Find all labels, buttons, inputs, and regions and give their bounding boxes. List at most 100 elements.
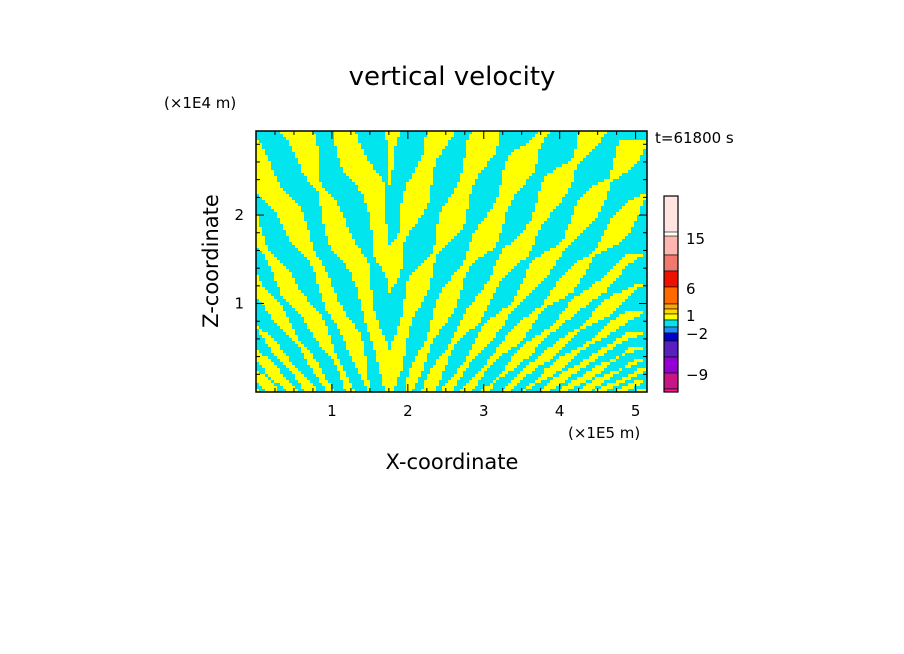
field-cell xyxy=(439,296,460,299)
field-cell xyxy=(307,257,319,260)
field-cell xyxy=(430,320,448,323)
field-cell xyxy=(490,275,505,278)
field-cell xyxy=(517,290,532,293)
field-cell xyxy=(271,350,283,353)
field-cell xyxy=(583,257,592,260)
field-cell xyxy=(406,383,415,386)
field-cell xyxy=(436,305,457,308)
field-cell xyxy=(421,389,436,392)
field-cell xyxy=(616,146,646,149)
field-cell xyxy=(400,212,424,215)
field-cell xyxy=(502,389,511,392)
field-cell xyxy=(472,239,499,242)
field-cell xyxy=(442,209,466,212)
field-cell xyxy=(412,173,433,176)
field-cell xyxy=(568,368,580,371)
field-cell xyxy=(292,242,313,245)
field-cell xyxy=(544,176,574,179)
field-cell xyxy=(376,257,403,260)
field-cell xyxy=(259,299,277,302)
field-cell xyxy=(385,386,394,389)
field-cell xyxy=(469,305,487,308)
field-cell xyxy=(589,287,607,290)
field-cell xyxy=(535,380,541,383)
field-cell xyxy=(502,308,514,311)
field-cell xyxy=(376,359,403,362)
field-cell xyxy=(271,206,301,209)
field-cell xyxy=(277,323,292,326)
field-cell xyxy=(601,386,613,389)
field-cell xyxy=(280,221,307,224)
field-cell xyxy=(337,326,355,329)
field-cell xyxy=(493,272,508,275)
field-cell xyxy=(577,137,601,140)
field-cell xyxy=(403,200,430,203)
field-cell xyxy=(535,203,559,206)
field-cell xyxy=(274,209,301,212)
field-cell xyxy=(361,305,373,308)
field-cell xyxy=(460,389,472,392)
field-cell xyxy=(505,167,535,170)
field-cell xyxy=(535,209,553,212)
field-cell xyxy=(499,374,505,377)
field-cell xyxy=(409,278,430,281)
field-cell xyxy=(439,215,466,218)
field-cell xyxy=(628,347,643,350)
field-cell xyxy=(433,311,454,314)
field-cell xyxy=(622,257,637,260)
field-cell xyxy=(400,320,412,323)
field-cell xyxy=(436,230,460,233)
field-cell xyxy=(343,335,361,338)
field-cell xyxy=(502,248,532,251)
field-cell xyxy=(424,149,442,152)
field-cell xyxy=(529,266,553,269)
field-cell xyxy=(619,143,646,146)
field-cell xyxy=(319,290,334,293)
field-cell xyxy=(280,290,301,293)
field-cell xyxy=(307,362,319,365)
colorbar-swatch xyxy=(663,356,679,374)
field-cell xyxy=(535,308,544,311)
field-cell xyxy=(457,368,466,371)
field-cell xyxy=(589,188,610,191)
field-cell xyxy=(424,137,451,140)
colorbar-swatch xyxy=(663,286,679,305)
field-cell xyxy=(373,254,403,257)
field-cell xyxy=(472,236,499,239)
field-cell xyxy=(424,386,436,389)
field-cell xyxy=(499,185,523,188)
field-cell xyxy=(274,275,292,278)
field-cell xyxy=(343,338,361,341)
field-cell xyxy=(391,344,406,347)
field-cell xyxy=(259,194,289,197)
field-cell xyxy=(301,170,319,173)
field-cell xyxy=(454,188,472,191)
field-cell xyxy=(415,359,427,362)
field-cell xyxy=(583,290,607,293)
field-cell xyxy=(292,371,301,374)
field-cell xyxy=(406,284,430,287)
colorbar-label: 6 xyxy=(686,280,696,298)
field-cell xyxy=(460,320,481,323)
field-cell xyxy=(544,371,556,374)
field-cell xyxy=(265,308,283,311)
field-cell xyxy=(322,209,340,212)
field-cell xyxy=(577,377,592,380)
field-cell xyxy=(529,362,544,365)
field-cell xyxy=(553,323,562,326)
field-cell xyxy=(622,353,625,356)
field-cell xyxy=(493,266,514,269)
field-cell xyxy=(526,269,550,272)
field-cell xyxy=(514,299,523,302)
field-cell xyxy=(433,365,445,368)
field-cell xyxy=(511,359,523,362)
colorbar-swatch xyxy=(663,270,679,288)
field-cell xyxy=(571,158,583,161)
field-cell xyxy=(499,254,529,257)
field-cell xyxy=(502,371,508,374)
field-cell xyxy=(511,302,520,305)
field-cell xyxy=(571,221,592,224)
field-cell xyxy=(352,275,370,278)
field-cell xyxy=(355,182,385,185)
field-cell xyxy=(427,134,454,137)
